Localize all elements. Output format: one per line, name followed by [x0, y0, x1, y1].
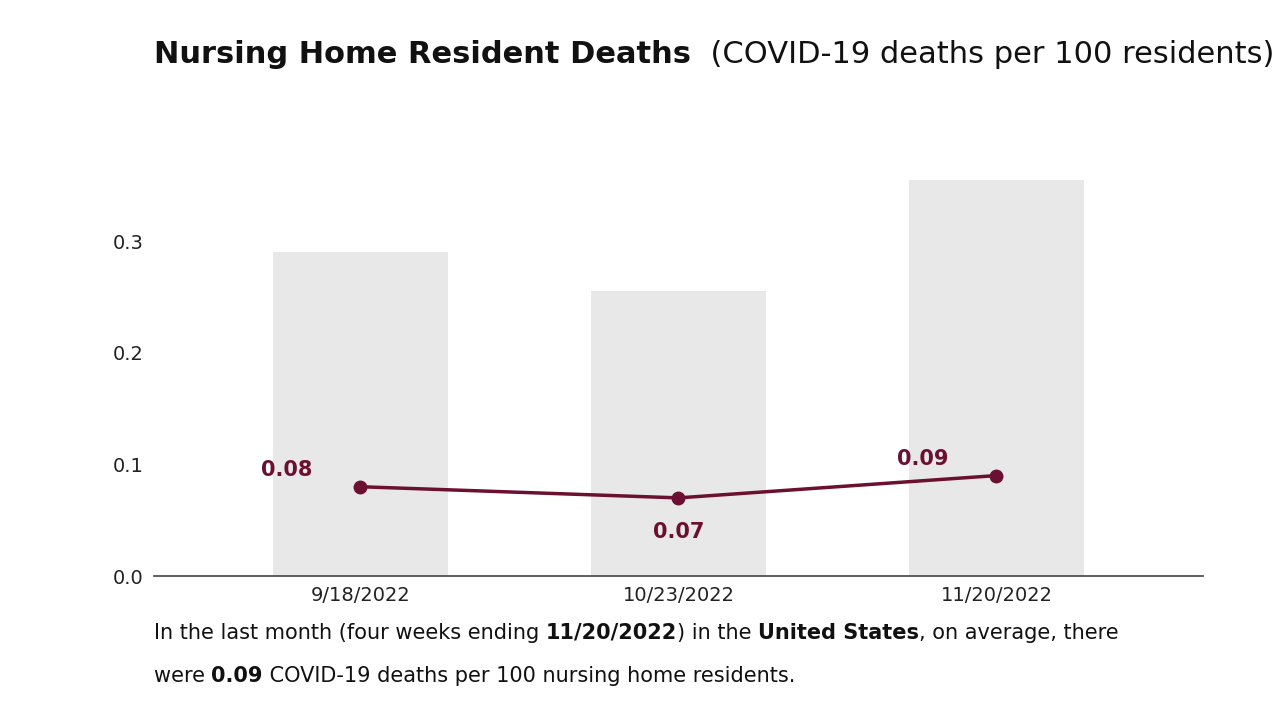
Text: Nursing Home Resident Deaths: Nursing Home Resident Deaths: [154, 40, 691, 68]
Text: (COVID-19 deaths per 100 residents): (COVID-19 deaths per 100 residents): [691, 40, 1274, 68]
Text: 11/20/2022: 11/20/2022: [545, 623, 677, 643]
Text: In the last month (four weeks ending: In the last month (four weeks ending: [154, 623, 545, 643]
Text: 0.08: 0.08: [261, 460, 312, 480]
Bar: [273, 252, 448, 576]
Text: United States: United States: [758, 623, 919, 643]
Bar: [909, 180, 1084, 576]
Text: , on average, there: , on average, there: [919, 623, 1119, 643]
Bar: [591, 292, 765, 576]
Text: ) in the: ) in the: [677, 623, 758, 643]
Text: 0.09: 0.09: [211, 666, 262, 686]
Text: COVID-19 deaths per 100 nursing home residents.: COVID-19 deaths per 100 nursing home res…: [262, 666, 795, 686]
Text: were: were: [154, 666, 211, 686]
Text: 0.07: 0.07: [653, 523, 704, 542]
Text: 0.09: 0.09: [897, 449, 948, 469]
